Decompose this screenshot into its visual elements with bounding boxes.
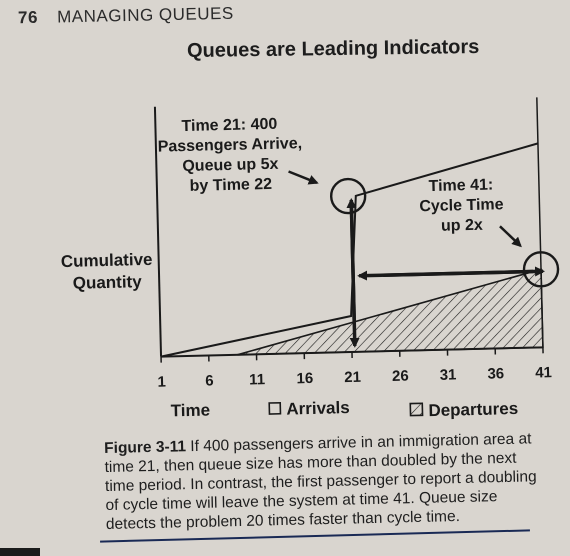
page-corner-shadow <box>0 548 40 556</box>
x-tick-label: 41 <box>535 364 552 381</box>
x-tick-label: 16 <box>296 370 313 387</box>
annotation-right-line: Cycle Time <box>419 196 504 215</box>
legend-arrivals-swatch <box>268 401 282 415</box>
x-tick-label: 26 <box>392 368 409 385</box>
annotation-circle <box>329 177 367 215</box>
annotation-left-line: Queue up 5x <box>182 156 279 175</box>
caption-lead: Figure 3-11 <box>104 438 187 458</box>
queue-size-arrow-up <box>346 197 357 322</box>
y-axis-label: Cumulative <box>61 250 153 271</box>
annotation-circle <box>522 251 560 288</box>
plot-right-edge <box>536 97 544 348</box>
x-tick-label: 36 <box>487 365 504 382</box>
x-tick-label: 21 <box>344 369 361 386</box>
figure-caption: Figure 3-11 If 400 passengers arrive in … <box>104 429 551 534</box>
departures-area <box>237 268 544 356</box>
annotation-left-line: Time 21: 400 <box>181 116 277 135</box>
right-annotation-pointer <box>499 225 522 248</box>
annotation-left-line: Passengers Arrive, <box>158 135 303 156</box>
legend-departures-swatch <box>409 402 424 417</box>
x-tick-label: 6 <box>205 372 214 389</box>
y-axis <box>153 106 163 357</box>
cycle-time-arrow-right <box>383 266 546 277</box>
x-tick-label: 1 <box>157 374 166 391</box>
legend-departures-label: Departures <box>428 399 518 420</box>
annotation-right-line: up 2x <box>441 217 483 235</box>
x-tick-label: 31 <box>440 366 457 383</box>
legend-arrivals-label: Arrivals <box>286 398 350 419</box>
x-axis-label: Time <box>170 400 210 420</box>
y-axis-label: Quantity <box>73 272 143 293</box>
left-annotation-pointer <box>288 170 319 185</box>
annotation-right-line: Time 41: <box>428 176 493 195</box>
x-tick-label: 11 <box>249 371 265 388</box>
annotation-left-line: by Time 22 <box>189 176 272 195</box>
